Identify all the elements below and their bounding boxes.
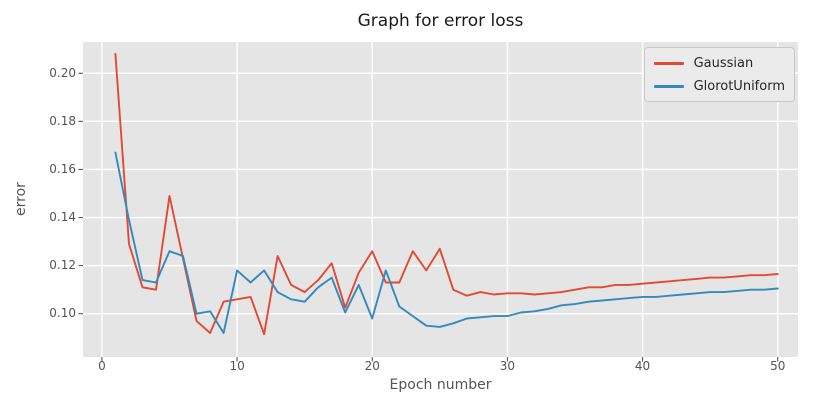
x-tick-label: 10	[229, 359, 245, 373]
chart-title: Graph for error loss	[357, 11, 524, 31]
y-tick-label: 0.16	[49, 161, 76, 176]
x-tick-label: 0	[98, 359, 106, 373]
y-tick-label: 0.18	[49, 113, 76, 128]
legend-entry-glorotuniform: GlorotUniform	[653, 76, 785, 96]
legend-line-swatch	[653, 61, 684, 65]
legend-label: Gaussian	[693, 55, 754, 71]
legend-entry-gaussian: Gaussian	[653, 53, 785, 73]
legend-label: GlorotUniform	[693, 78, 785, 94]
y-tick-label: 0.12	[49, 258, 76, 273]
series-line-glorotuniform	[114, 151, 779, 334]
plot-area: Gaussian GlorotUniform	[83, 42, 798, 357]
y-tick-label: 0.20	[49, 65, 76, 80]
y-tick-label: 0.14	[49, 210, 76, 225]
x-tick-label: 20	[364, 359, 380, 373]
x-tick-label: 40	[634, 359, 651, 373]
legend-line-swatch	[653, 84, 684, 88]
x-tick-label: 30	[499, 359, 516, 373]
series-line-gaussian	[114, 53, 779, 336]
legend: Gaussian GlorotUniform	[643, 47, 795, 102]
x-axis-label: Epoch number	[389, 377, 492, 393]
x-tick-label: 50	[770, 359, 786, 373]
y-tick-label: 0.10	[49, 306, 76, 321]
y-axis-label: error	[13, 182, 29, 216]
